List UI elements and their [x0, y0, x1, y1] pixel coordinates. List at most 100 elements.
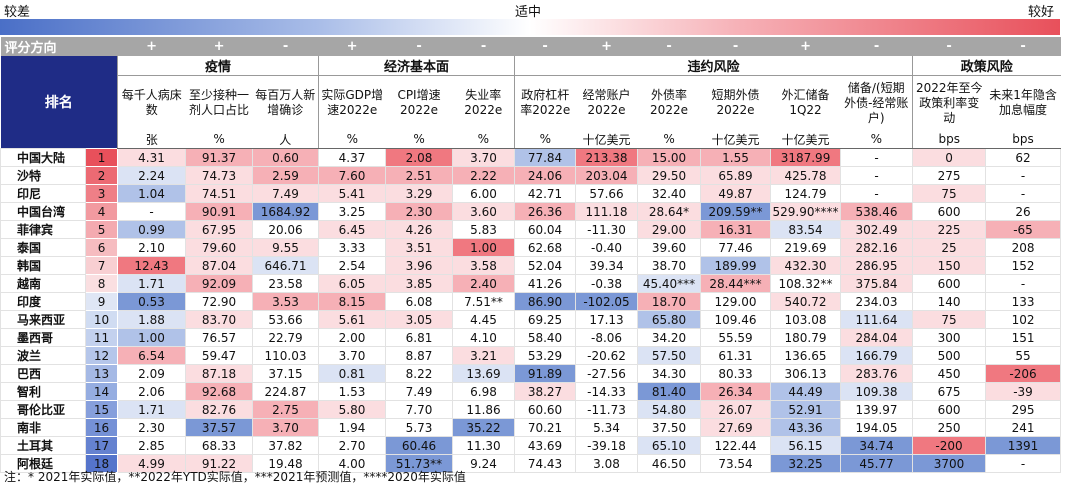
value-cell: 3.21 [452, 346, 516, 365]
value-cell: 300 [912, 328, 987, 347]
value-cell: 529.90**** [770, 202, 842, 221]
value-cell: 17.13 [575, 310, 639, 329]
value-cell: 3.58 [452, 256, 516, 275]
value-cell: -27.56 [575, 364, 639, 383]
value-cell: 26 [985, 202, 1062, 221]
data-row: 马来西亚 10 1.88 83.70 53.66 5.61 3.05 4.45 69.25 17.… [0, 310, 1062, 329]
value-cell: 26.34 [700, 382, 772, 401]
value-cell: 68.33 [185, 436, 254, 455]
value-cell: 0.99 [117, 220, 187, 239]
country: 泰国 [0, 238, 86, 257]
direction-sign: - [840, 36, 913, 56]
value-cell: -65 [985, 220, 1062, 239]
value-cell: 80.33 [700, 364, 772, 383]
value-cell: 189.99 [700, 256, 772, 275]
column-header: 每千人病床数 [117, 75, 186, 130]
direction-sign: + [575, 36, 638, 56]
value-cell: 5.83 [452, 220, 516, 239]
value-cell: 86.90 [514, 292, 577, 311]
value-cell: 1.94 [318, 418, 387, 437]
value-cell: 283.76 [840, 364, 914, 383]
value-cell: 4.45 [452, 310, 516, 329]
column-unit: bps [912, 130, 986, 149]
value-cell: 29.00 [637, 220, 702, 239]
value-cell: 43.36 [770, 418, 842, 437]
value-cell: 5.80 [318, 400, 387, 419]
value-cell: 11.30 [452, 436, 516, 455]
country: 阿根廷 [0, 454, 86, 473]
value-cell: 56.15 [770, 436, 842, 455]
value-cell: 83.54 [770, 220, 842, 239]
value-cell: 2.06 [117, 382, 187, 401]
value-cell: 2.75 [252, 400, 320, 419]
country: 越南 [0, 274, 86, 293]
value-cell: 8.87 [385, 346, 454, 365]
value-cell: 241 [985, 418, 1062, 437]
rank: 15 [84, 400, 119, 419]
legend-low: 较差 [4, 5, 31, 20]
column-unit: % [185, 130, 253, 149]
value-cell: 109.46 [700, 310, 772, 329]
value-cell: 19.48 [252, 454, 320, 473]
column-unit: 张 [117, 130, 186, 149]
value-cell: 136.65 [770, 346, 842, 365]
value-cell: 4.10 [452, 328, 516, 347]
column-unit: 十亿美元 [770, 130, 841, 149]
value-cell: 92.09 [185, 274, 254, 293]
value-cell: - [985, 454, 1062, 473]
value-cell: 2.00 [318, 328, 387, 347]
value-cell: 6.00 [452, 184, 516, 203]
value-cell: 1.53 [318, 382, 387, 401]
value-cell: 65.89 [700, 166, 772, 185]
value-cell: 74.73 [185, 166, 254, 185]
column-header: 储备/(短期外债-经常账户) [844, 80, 909, 125]
value-cell: -39.18 [575, 436, 639, 455]
direction-sign: + [770, 36, 841, 56]
value-cell: 27.69 [700, 418, 772, 437]
value-cell: 1.04 [117, 184, 187, 203]
value-cell: 0 [912, 148, 987, 167]
value-cell: 25 [912, 238, 987, 257]
value-cell: 3.85 [385, 274, 454, 293]
value-cell: 34.30 [637, 364, 702, 383]
value-cell: 5.73 [385, 418, 454, 437]
value-cell: 87.18 [185, 364, 254, 383]
value-cell: -206 [985, 364, 1062, 383]
value-cell: 250 [912, 418, 987, 437]
data-row: 印度 9 0.53 72.90 3.53 8.15 6.08 7.51** 86.90 -102.… [0, 292, 1062, 311]
value-cell: 102 [985, 310, 1062, 329]
value-cell: 2.08 [385, 148, 454, 167]
value-cell: 23.58 [252, 274, 320, 293]
value-cell: 73.54 [700, 454, 772, 473]
data-row: 印尼 3 1.04 74.51 7.49 5.41 3.29 6.00 42.71 57.66 32… [0, 184, 1062, 203]
unit-row: 张% 人%%%% 十亿美元% 十亿美元 十亿美元% bps bps [1, 130, 1061, 149]
value-cell: 52.04 [514, 256, 577, 275]
column-header: 至少接种一剂人口占比 [189, 88, 250, 117]
value-cell: 49.87 [700, 184, 772, 203]
value-cell: 5.34 [575, 418, 639, 437]
column-unit: % [385, 130, 453, 149]
value-cell: 225 [912, 220, 987, 239]
value-cell: 234.03 [840, 292, 914, 311]
value-cell: 6.98 [452, 382, 516, 401]
value-cell: 42.71 [514, 184, 577, 203]
rank: 10 [84, 310, 119, 329]
value-cell: 1684.92 [252, 202, 320, 221]
value-cell: -0.38 [575, 274, 639, 293]
data-row: 墨西哥 11 1.00 76.57 22.79 2.00 6.81 4.10 58.40 -8.0… [0, 328, 1062, 347]
value-cell: 2.70 [318, 436, 387, 455]
value-cell: 0.60 [252, 148, 320, 167]
column-unit: bps [985, 130, 1061, 149]
value-cell: 53.66 [252, 310, 320, 329]
value-cell: 7.51** [452, 292, 516, 311]
value-cell: 22.79 [252, 328, 320, 347]
value-cell: 46.50 [637, 454, 702, 473]
value-cell: 29.50 [637, 166, 702, 185]
value-cell: 60.60 [514, 400, 577, 419]
value-cell: 6.08 [385, 292, 454, 311]
value-cell: 52.91 [770, 400, 842, 419]
value-cell: 3.05 [385, 310, 454, 329]
group-header: 政策风险 [912, 56, 1061, 76]
value-cell: 2.30 [117, 418, 187, 437]
